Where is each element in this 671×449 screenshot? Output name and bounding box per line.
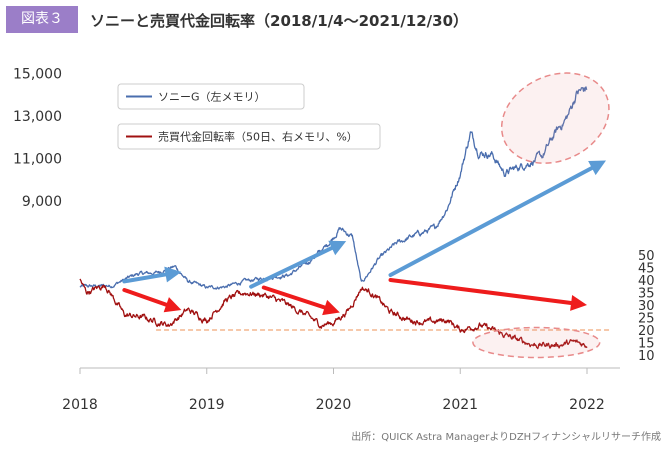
- x-axis-tick-2: 2020: [316, 397, 352, 413]
- series-group: [79, 86, 588, 350]
- arrow-group: [122, 160, 607, 316]
- trend-arrow-head-4: [322, 299, 340, 316]
- right-axis-tick-0: 10: [638, 349, 655, 364]
- x-axis-tick-0: 2018: [62, 397, 98, 413]
- x-axis: 2018 2019 2020 2021 2022: [62, 367, 620, 413]
- highlight-ellipse-0: [500, 72, 610, 164]
- figure-label: 図表３: [6, 6, 78, 33]
- series-line-0: [79, 86, 588, 290]
- trend-arrow-shaft-4: [261, 285, 327, 310]
- legend-item-0: ソニーG（左メモリ）: [117, 83, 305, 110]
- trend-arrow-shaft-3: [122, 288, 169, 307]
- trend-arrow-shaft-5: [388, 278, 574, 305]
- legend-box-0: [117, 83, 305, 110]
- trend-arrow-head-3: [163, 297, 182, 313]
- trend-arrow-5: [388, 278, 587, 311]
- trend-arrow-head-2: [588, 160, 607, 176]
- legend-item-1: 売買代金回転率（50日、右メモリ、%）: [117, 123, 381, 150]
- legend-label-1: 売買代金回転率（50日、右メモリ、%）: [158, 130, 358, 144]
- trend-arrow-0: [122, 266, 182, 284]
- x-axis-tick-4: 2022: [569, 397, 605, 413]
- x-axis-tick-3: 2021: [442, 397, 478, 413]
- trend-arrow-shaft-1: [249, 245, 334, 289]
- x-axis-tick-1: 2019: [189, 397, 225, 413]
- left-axis-tick-3: 15,000: [13, 67, 62, 83]
- series-line-1: [79, 278, 588, 350]
- trend-arrow-3: [122, 288, 182, 313]
- right-axis-tick-1: 15: [638, 337, 655, 352]
- left-axis: 9,000 11,000 13,000 15,000: [13, 67, 62, 210]
- right-axis-tick-6: 40: [638, 274, 655, 289]
- right-axis-tick-3: 25: [638, 312, 655, 327]
- left-axis-tick-2: 13,000: [13, 109, 62, 125]
- trend-arrow-4: [261, 285, 340, 316]
- legend: ソニーG（左メモリ） 売買代金回転率（50日、右メモリ、%）: [117, 83, 381, 150]
- source-note: 出所：QUICK Astra ManagerよりDZHフィナンシャルリサーチ作成: [351, 432, 661, 443]
- chart-title: ソニーと売買代金回転率（2018/1/4～2021/12/30）: [90, 12, 469, 30]
- right-axis-tick-4: 30: [638, 299, 655, 314]
- highlight-ellipse-1: [472, 326, 601, 359]
- right-axis-tick-5: 35: [638, 287, 655, 302]
- legend-box-1: [117, 123, 381, 150]
- legend-label-0: ソニーG（左メモリ）: [158, 91, 266, 104]
- trend-arrow-2: [388, 160, 607, 277]
- trend-arrow-head-1: [328, 240, 347, 256]
- right-axis-tick-8: 50: [638, 249, 655, 264]
- right-axis-tick-2: 20: [638, 324, 655, 339]
- highlight-group: [472, 72, 610, 359]
- trend-arrow-shaft-2: [388, 166, 594, 277]
- trend-arrow-shaft-0: [122, 272, 168, 284]
- left-axis-tick-1: 11,000: [13, 151, 62, 167]
- trend-arrow-1: [249, 240, 347, 289]
- left-axis-tick-0: 9,000: [22, 194, 62, 210]
- trend-arrow-head-0: [164, 266, 182, 283]
- right-axis-tick-7: 45: [638, 262, 655, 277]
- trend-arrow-head-5: [570, 295, 587, 311]
